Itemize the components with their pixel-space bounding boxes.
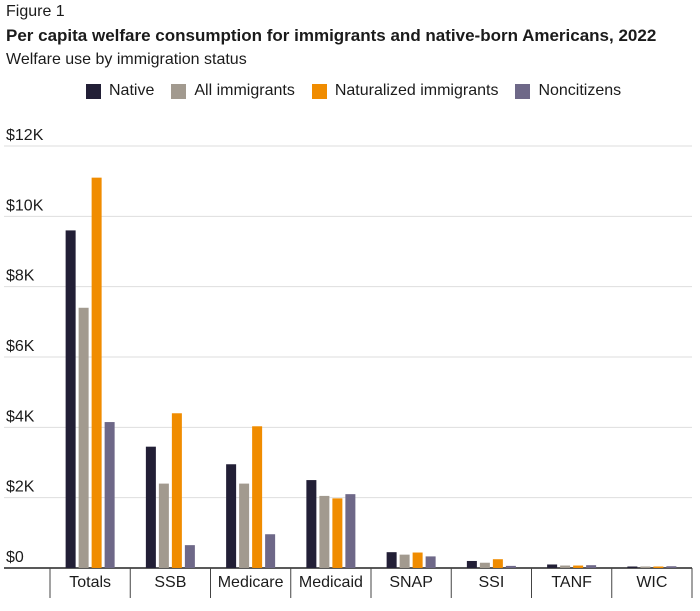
x-tick-label: Medicaid bbox=[299, 574, 363, 591]
y-tick-label: $12K bbox=[6, 127, 44, 144]
bar bbox=[627, 566, 638, 568]
legend-swatch-native bbox=[86, 83, 101, 99]
bar bbox=[492, 559, 503, 568]
bar bbox=[226, 464, 237, 568]
bar bbox=[239, 483, 250, 568]
bar bbox=[573, 565, 584, 568]
y-tick-label: $4K bbox=[6, 408, 35, 425]
bar bbox=[466, 560, 477, 568]
legend-swatch-naturalized bbox=[311, 83, 327, 99]
chart-title: Per capita welfare consumption for immig… bbox=[6, 26, 657, 45]
bar bbox=[412, 552, 423, 568]
bar bbox=[145, 446, 156, 568]
legend-item-naturalized: Naturalized immigrants bbox=[311, 82, 499, 100]
bar bbox=[171, 413, 182, 568]
y-tick-label: $0 bbox=[6, 549, 24, 566]
bar bbox=[252, 426, 263, 568]
bar bbox=[386, 552, 397, 568]
y-tick-label: $6K bbox=[6, 338, 35, 355]
bar bbox=[640, 566, 651, 568]
figure-label: Figure 1 bbox=[6, 3, 65, 20]
bar bbox=[425, 556, 436, 568]
y-tick-label: $2K bbox=[6, 479, 35, 496]
x-tick-label: Totals bbox=[69, 574, 111, 591]
chart-subtitle: Welfare use by immigration status bbox=[6, 51, 247, 68]
bar bbox=[265, 534, 276, 568]
y-tick-label: $8K bbox=[6, 268, 35, 285]
bar bbox=[479, 562, 490, 568]
bar bbox=[345, 494, 356, 568]
legend-swatch-noncitizens bbox=[515, 83, 531, 99]
bar bbox=[332, 498, 343, 568]
bar bbox=[547, 564, 558, 568]
bar bbox=[158, 483, 169, 568]
bar bbox=[78, 307, 89, 568]
x-tick-label: SSB bbox=[154, 574, 186, 591]
legend-label-native: Native bbox=[109, 82, 155, 99]
bar bbox=[184, 545, 195, 568]
bar bbox=[399, 554, 410, 568]
legend-label-all-immigrants: All immigrants bbox=[194, 82, 295, 99]
x-tick-label: TANF bbox=[551, 574, 592, 591]
x-tick-label: Medicare bbox=[218, 574, 284, 591]
bar bbox=[560, 565, 571, 568]
y-tick-label: $10K bbox=[6, 197, 44, 214]
x-tick-label: SNAP bbox=[389, 574, 433, 591]
x-tick-label: WIC bbox=[636, 574, 667, 591]
bar bbox=[666, 566, 677, 568]
bar bbox=[505, 565, 516, 568]
legend-swatch-all-immigrants bbox=[171, 83, 187, 99]
bar bbox=[65, 230, 76, 568]
bar bbox=[586, 565, 597, 568]
bar bbox=[319, 495, 330, 568]
bar bbox=[306, 480, 317, 568]
bar bbox=[104, 422, 115, 568]
bar bbox=[653, 566, 664, 568]
legend-item-native: Native bbox=[86, 82, 154, 100]
x-tick-label: SSI bbox=[478, 574, 504, 591]
legend-item-all-immigrants: All immigrants bbox=[171, 82, 295, 100]
bar bbox=[91, 177, 102, 568]
legend-label-naturalized: Naturalized immigrants bbox=[334, 82, 499, 99]
legend-label-noncitizens: Noncitizens bbox=[538, 82, 622, 99]
chart-legend: Native All immigrants Naturalized immigr… bbox=[86, 82, 638, 100]
legend-item-noncitizens: Noncitizens bbox=[515, 82, 621, 100]
